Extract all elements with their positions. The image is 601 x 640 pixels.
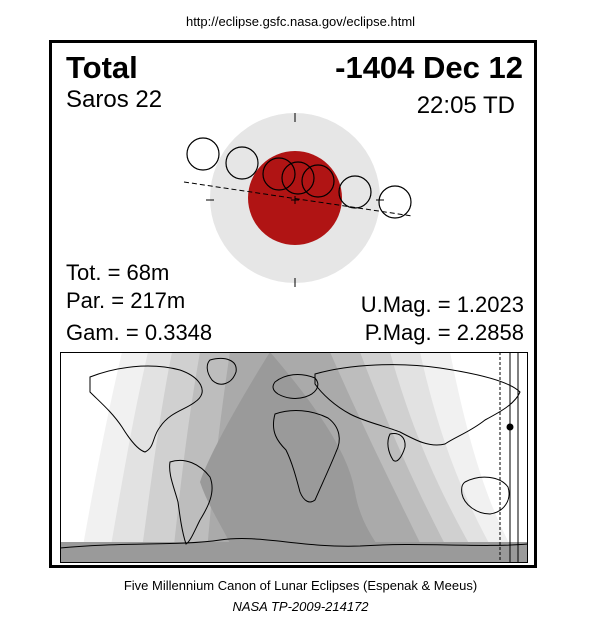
africa [272, 410, 340, 503]
partial-duration: Par. = 217m [66, 288, 186, 313]
greenland [206, 358, 237, 385]
moon-greatest [281, 161, 315, 195]
eclipse-type: Total [66, 50, 138, 85]
moon-u2 [262, 157, 296, 191]
gamma-value: Gam. = 0.3348 [66, 320, 213, 345]
south-america [169, 459, 213, 545]
saros-number: Saros 22 [66, 86, 163, 113]
penumbral-magnitude: P.Mag. = 2.2858 [364, 320, 524, 345]
moon-p4 [378, 185, 412, 219]
north-america [89, 365, 203, 453]
eclipse-time: 22:05 TD [416, 92, 515, 119]
india [387, 433, 406, 462]
visibility-map [60, 352, 528, 563]
footer-publication: NASA TP-2009-214172 [232, 599, 369, 614]
umbral-visibility-region [200, 352, 390, 563]
moon-p1 [186, 137, 220, 171]
australia [461, 476, 510, 515]
source-url[interactable]: http://eclipse.gsfc.nasa.gov/eclipse.htm… [185, 14, 416, 29]
moon-u3 [301, 164, 335, 198]
shadow-diagram [183, 113, 413, 287]
total-duration: Tot. = 68m [66, 260, 170, 285]
moon-last-contact [338, 175, 372, 209]
moon-path [183, 181, 413, 217]
map-border [60, 352, 528, 563]
antarctic-band [60, 542, 528, 563]
eclipse-date: -1404 Dec 12 [335, 50, 523, 85]
footer-citation: Five Millennium Canon of Lunar Eclipses … [123, 578, 478, 593]
europe [272, 374, 319, 399]
sub-lunar-point [506, 423, 514, 431]
antarctica-coast [60, 538, 528, 549]
umbral-magnitude: U.Mag. = 1.2023 [360, 292, 524, 317]
asia [314, 364, 521, 446]
moon-first-contact [225, 146, 259, 180]
eclipse-panel [49, 40, 537, 568]
